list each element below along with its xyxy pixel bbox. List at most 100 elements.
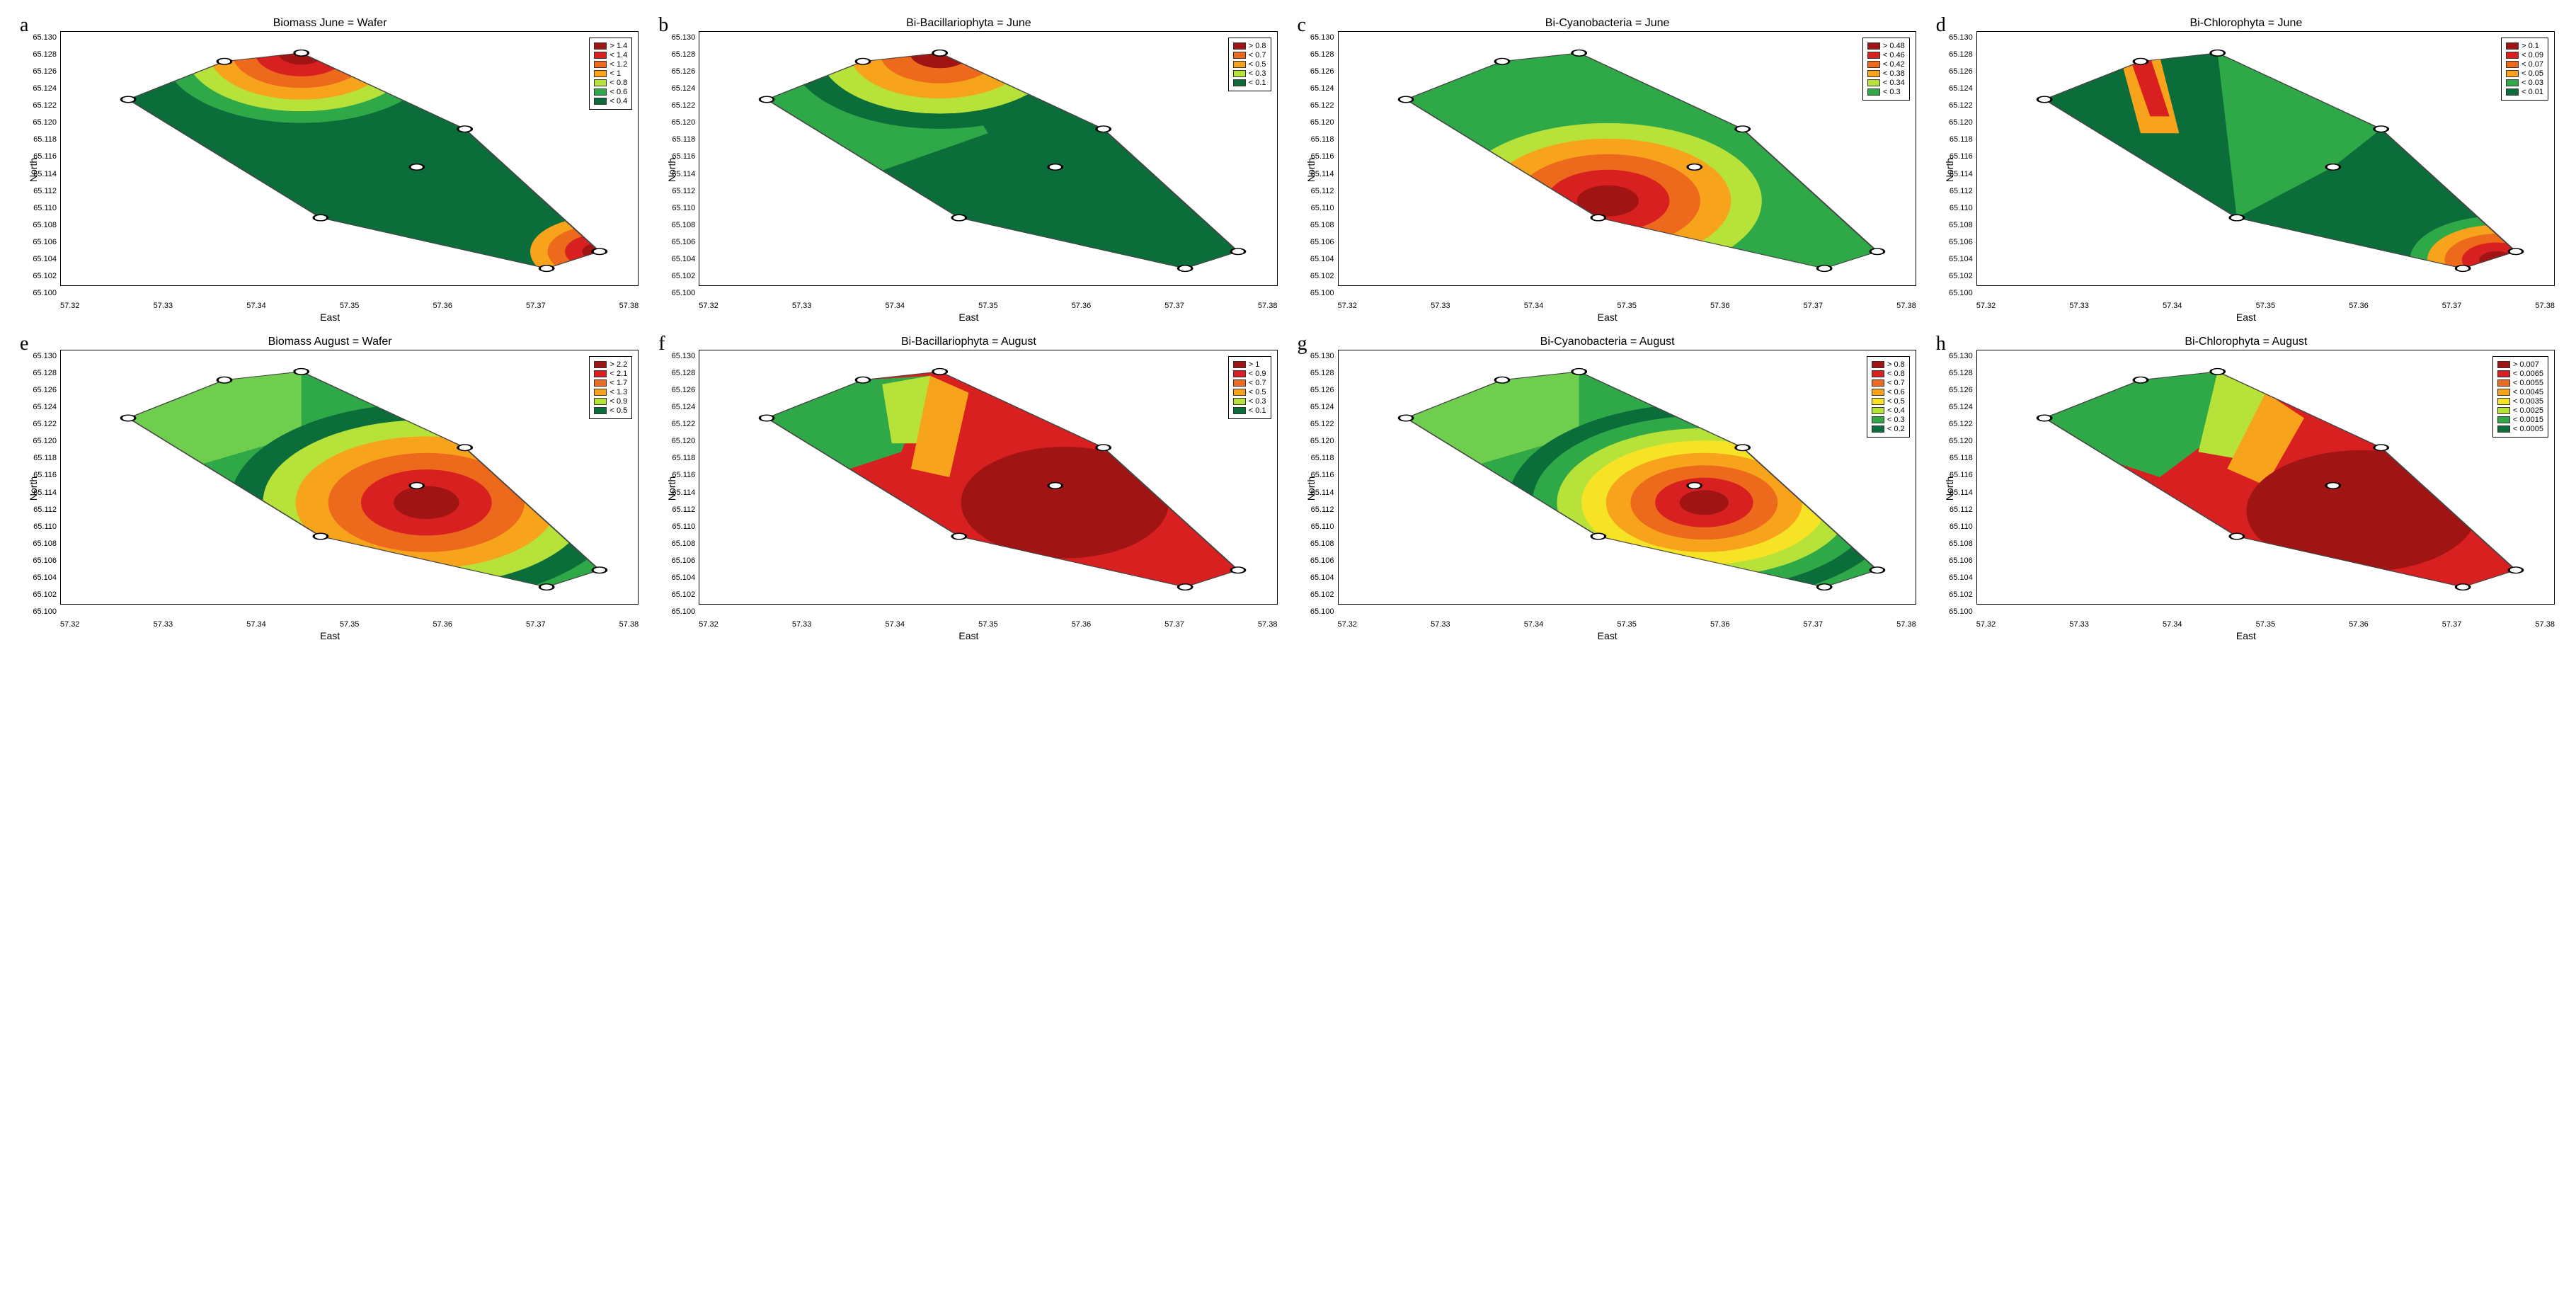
y-tick-label: 65.118	[1945, 455, 1973, 462]
x-axis-label: East	[2236, 630, 2256, 641]
y-tick-label: 65.106	[28, 239, 57, 246]
y-tick-label: 65.130	[667, 353, 695, 360]
x-tick-label: 57.33	[154, 302, 173, 310]
legend-swatch	[1233, 407, 1246, 414]
y-tick-label: 65.124	[28, 85, 57, 93]
panel-letter: c	[1298, 14, 1306, 37]
y-tick-label: 65.118	[667, 136, 695, 144]
x-tick-label: 57.33	[154, 620, 173, 629]
legend-row: < 0.4	[1872, 406, 1905, 415]
legend-row: < 0.46	[1867, 51, 1905, 59]
legend-swatch	[594, 361, 607, 368]
legend-row: < 0.05	[2506, 69, 2543, 78]
x-ticks: 57.3257.3357.3457.3557.3657.3757.38	[60, 302, 639, 310]
legend-label: > 1	[1249, 360, 1260, 369]
x-tick-label: 57.34	[246, 620, 266, 629]
legend-swatch	[1872, 361, 1884, 368]
sample-points	[1339, 32, 1916, 285]
legend-row: < 0.6	[1872, 388, 1905, 396]
y-tick-label: 65.118	[667, 455, 695, 462]
y-tick-label: 65.120	[28, 438, 57, 445]
legend-swatch	[2506, 61, 2519, 68]
y-tick-label: 65.104	[667, 574, 695, 582]
y-tick-label: 65.102	[667, 591, 695, 599]
y-tick-label: 65.128	[28, 51, 57, 59]
x-tick-label: 57.34	[1524, 620, 1544, 629]
y-tick-label: 65.120	[28, 119, 57, 127]
y-tick-label: 65.108	[667, 540, 695, 548]
panel-title: Bi-Cyanobacteria = August	[1292, 336, 1923, 348]
y-tick-label: 65.100	[28, 290, 57, 297]
y-tick-label: 65.130	[1945, 353, 1973, 360]
y-tick-label: 65.126	[28, 387, 57, 394]
legend-swatch	[594, 398, 607, 405]
legend-row: < 0.5	[594, 406, 627, 415]
legend-swatch	[1867, 52, 1880, 59]
x-tick-label: 57.34	[2163, 620, 2182, 629]
x-tick-label: 57.37	[1164, 302, 1184, 310]
sample-points	[1977, 350, 2554, 604]
y-tick-label: 65.130	[1306, 34, 1334, 42]
legend-row: > 1	[1233, 360, 1266, 369]
legend-label: > 0.48	[1883, 42, 1905, 50]
legend-row: > 0.1	[2506, 42, 2543, 50]
x-tick-label: 57.38	[619, 620, 639, 629]
legend-swatch	[1233, 42, 1246, 50]
sample-points	[699, 32, 1276, 285]
y-tick-label: 65.118	[1306, 455, 1334, 462]
legend-row: > 0.8	[1872, 360, 1905, 369]
panel-b: bBi-Bacillariophyta = JuneNorth65.10065.…	[653, 14, 1284, 326]
y-tick-label: 65.100	[1945, 290, 1973, 297]
y-tick-label: 65.106	[1306, 557, 1334, 565]
legend-label: < 0.3	[1883, 88, 1901, 96]
panel-title: Bi-Bacillariophyta = June	[653, 17, 1284, 30]
y-tick-label: 65.122	[28, 102, 57, 110]
legend-row: < 0.1	[1233, 406, 1266, 415]
x-tick-label: 57.32	[60, 620, 80, 629]
y-tick-label: 65.114	[1306, 171, 1334, 178]
y-tick-label: 65.100	[1306, 608, 1334, 616]
y-tick-label: 65.100	[667, 608, 695, 616]
legend-label: > 2.2	[609, 360, 627, 369]
legend-label: < 0.5	[1249, 388, 1266, 396]
y-tick-label: 65.124	[1945, 85, 1973, 93]
y-tick-label: 65.114	[667, 489, 695, 497]
legend-row: < 0.38	[1867, 69, 1905, 78]
legend-row: < 1.7	[594, 379, 627, 387]
legend-swatch	[1872, 379, 1884, 387]
x-tick-label: 57.33	[792, 302, 812, 310]
legend-label: < 0.8	[609, 79, 627, 87]
y-tick-label: 65.120	[1945, 438, 1973, 445]
legend-row: > 0.007	[2497, 360, 2543, 369]
x-ticks: 57.3257.3357.3457.3557.3657.3757.38	[60, 620, 639, 629]
y-tick-label: 65.104	[1306, 256, 1334, 263]
legend-row: < 2.1	[594, 370, 627, 378]
legend-swatch	[1872, 389, 1884, 396]
x-tick-label: 57.33	[1431, 302, 1450, 310]
legend-row: < 1.3	[594, 388, 627, 396]
y-ticks: 65.10065.10265.10465.10665.10865.11065.1…	[667, 34, 695, 297]
legend-swatch	[2497, 425, 2510, 433]
y-tick-label: 65.128	[28, 370, 57, 377]
y-tick-label: 65.120	[667, 119, 695, 127]
legend-row: < 1	[594, 69, 627, 78]
legend-swatch	[2506, 52, 2519, 59]
legend-row: < 0.0065	[2497, 370, 2543, 378]
x-tick-label: 57.36	[1710, 620, 1730, 629]
legend-swatch	[594, 42, 607, 50]
y-tick-label: 65.108	[1945, 222, 1973, 229]
legend-label: < 0.5	[1887, 397, 1905, 406]
legend: > 0.1< 0.09< 0.07< 0.05< 0.03< 0.01	[2501, 38, 2548, 101]
legend-row: < 0.6	[594, 88, 627, 96]
chart-grid: aBiomass June = WaferNorth65.10065.10265…	[14, 14, 2562, 644]
legend-label: < 1.3	[609, 388, 627, 396]
chart-area: > 0.8< 0.8< 0.7< 0.6< 0.5< 0.4< 0.3< 0.2	[1338, 350, 1916, 605]
y-tick-label: 65.116	[667, 153, 695, 161]
y-tick-label: 65.110	[1306, 523, 1334, 531]
x-tick-label: 57.35	[2256, 620, 2276, 629]
legend-label: < 0.7	[1887, 379, 1905, 387]
y-tick-label: 65.112	[1945, 188, 1973, 195]
y-tick-label: 65.102	[1945, 591, 1973, 599]
y-tick-label: 65.130	[28, 34, 57, 42]
x-tick-label: 57.35	[1617, 620, 1637, 629]
